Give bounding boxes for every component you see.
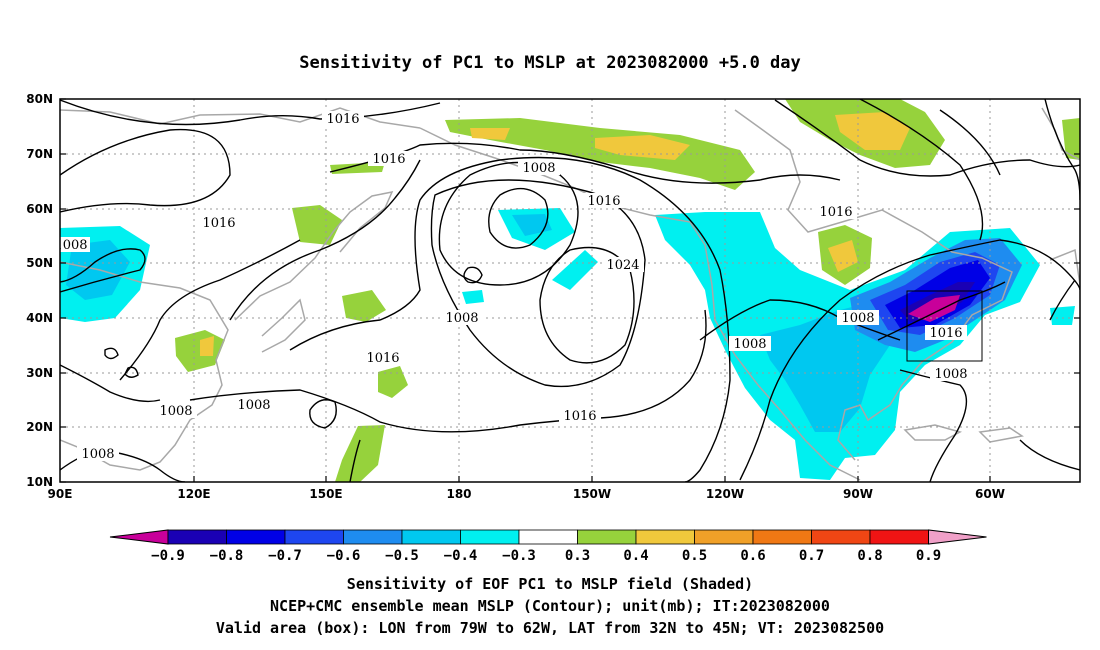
lon-label: 180 (446, 487, 471, 501)
contour-label: 1016 (815, 204, 857, 220)
svg-text:1016: 1016 (819, 205, 852, 220)
colorbar-label: −0.3 (502, 548, 536, 564)
colorbar-end-high (928, 529, 987, 545)
map-title: Sensitivity of PC1 to MSLP at 2023082000… (299, 53, 801, 73)
contour-labels: 1016 1016 1016 1016 1016 1016 1016 1008 … (54, 111, 972, 462)
svg-text:1008: 1008 (81, 447, 114, 462)
map-frame (59, 98, 1081, 483)
contour-label: 1016 (559, 408, 601, 424)
svg-text:1016: 1016 (202, 216, 235, 231)
lat-label: 50N (26, 256, 53, 270)
contour-label: 1008 (233, 397, 275, 413)
colorbar-label: 0.6 (740, 548, 765, 564)
lat-label: 30N (26, 366, 53, 380)
colorbar-label: −0.7 (268, 548, 302, 564)
contour-label: 1016 (322, 111, 364, 127)
contour-label: 1024 (602, 257, 644, 273)
contour-label: 1016 (368, 151, 410, 167)
contour-label: 1008 (441, 310, 483, 326)
svg-text:1008: 1008 (237, 398, 270, 413)
contour-label: 1016 (198, 215, 240, 231)
colorbar-swatch (869, 529, 929, 545)
lat-label: 70N (26, 147, 53, 161)
lon-label: 150E (309, 487, 342, 501)
contour-label: 1016 (583, 193, 625, 209)
colorbar-label: −0.9 (151, 548, 185, 564)
svg-text:1008: 1008 (445, 311, 478, 326)
lon-label: 120W (706, 487, 744, 501)
lat-label: 10N (26, 475, 53, 489)
colorbar-label: 0.7 (799, 548, 824, 564)
colorbar-swatch (401, 529, 461, 545)
svg-text:1008: 1008 (522, 161, 555, 176)
colorbar-swatch (167, 529, 227, 545)
lat-label: 20N (26, 420, 53, 434)
caption-line-3: Valid area (box): LON from 79W to 62W, L… (216, 619, 884, 637)
svg-text:1016: 1016 (563, 409, 596, 424)
svg-text:1024: 1024 (606, 258, 639, 273)
lat-label: 60N (26, 202, 53, 216)
contour-label: 1016 (362, 350, 404, 366)
svg-text:1008: 1008 (934, 367, 967, 382)
colorbar-label: −0.6 (327, 548, 361, 564)
colorbar: −0.9 −0.8 −0.7 −0.6 −0.5 −0.4 −0.3 0.3 0.4 0.5 0.6… (109, 529, 987, 564)
caption-line-1: Sensitivity of EOF PC1 to MSLP field (Sh… (347, 575, 753, 593)
svg-text:1008: 1008 (54, 238, 87, 253)
contour-label: 1008 (518, 160, 560, 176)
colorbar-swatch (284, 529, 344, 545)
colorbar-swatch (226, 529, 286, 545)
colorbar-label: 0.4 (623, 548, 648, 564)
contour-label: 1008 (155, 403, 197, 419)
colorbar-swatch (635, 529, 695, 545)
lon-label: 90E (48, 487, 73, 501)
contour-label: 1008 (77, 446, 119, 462)
contour-label: 1008 (54, 237, 90, 253)
contour-label: 1008 (930, 366, 972, 382)
colorbar-label: −0.8 (210, 548, 244, 564)
lat-label: 40N (26, 311, 53, 325)
colorbar-label: 0.9 (916, 548, 941, 564)
valid-area-box (906, 290, 983, 362)
colorbar-swatch (577, 529, 637, 545)
lon-label: 90W (843, 487, 873, 501)
colorbar-label: −0.5 (385, 548, 419, 564)
lon-label: 150W (573, 487, 611, 501)
contour-label: 1008 (729, 336, 771, 352)
latitude-labels: 80N 70N 60N 50N 40N 30N 20N 10N (26, 92, 53, 489)
positive-sensitivity-shading (175, 99, 1080, 482)
svg-text:1008: 1008 (841, 311, 874, 326)
map-area: 1016 1016 1016 1016 1016 1016 1016 1008 … (54, 99, 1080, 482)
contour-label: 1008 (837, 310, 879, 326)
colorbar-label: −0.4 (444, 548, 478, 564)
colorbar-label: 0.5 (682, 548, 707, 564)
svg-text:1016: 1016 (929, 326, 962, 341)
colorbar-swatch (811, 529, 871, 545)
svg-text:1016: 1016 (326, 112, 359, 127)
colorbar-swatch (518, 529, 578, 545)
axis-ticks (60, 98, 1080, 483)
longitude-labels: 90E 120E 150E 180 150W 120W 90W 60W (48, 487, 1005, 501)
colorbar-end-low (109, 529, 169, 545)
caption-line-2: NCEP+CMC ensemble mean MSLP (Contour); u… (270, 597, 830, 615)
svg-text:1008: 1008 (733, 337, 766, 352)
svg-text:1016: 1016 (366, 351, 399, 366)
colorbar-label: 0.8 (857, 548, 882, 564)
colorbar-swatch (694, 529, 754, 545)
colorbar-swatch (460, 529, 520, 545)
colorbar-swatch (343, 529, 403, 545)
negative-sensitivity-shading (60, 208, 1075, 480)
svg-text:1008: 1008 (159, 404, 192, 419)
lon-label: 60W (975, 487, 1005, 501)
contour-label: 1016 (925, 325, 967, 341)
lon-label: 120E (177, 487, 210, 501)
lat-label: 80N (26, 92, 53, 106)
svg-text:1016: 1016 (587, 194, 620, 209)
colorbar-swatch (752, 529, 812, 545)
svg-text:1016: 1016 (372, 152, 405, 167)
colorbar-label: 0.3 (565, 548, 590, 564)
